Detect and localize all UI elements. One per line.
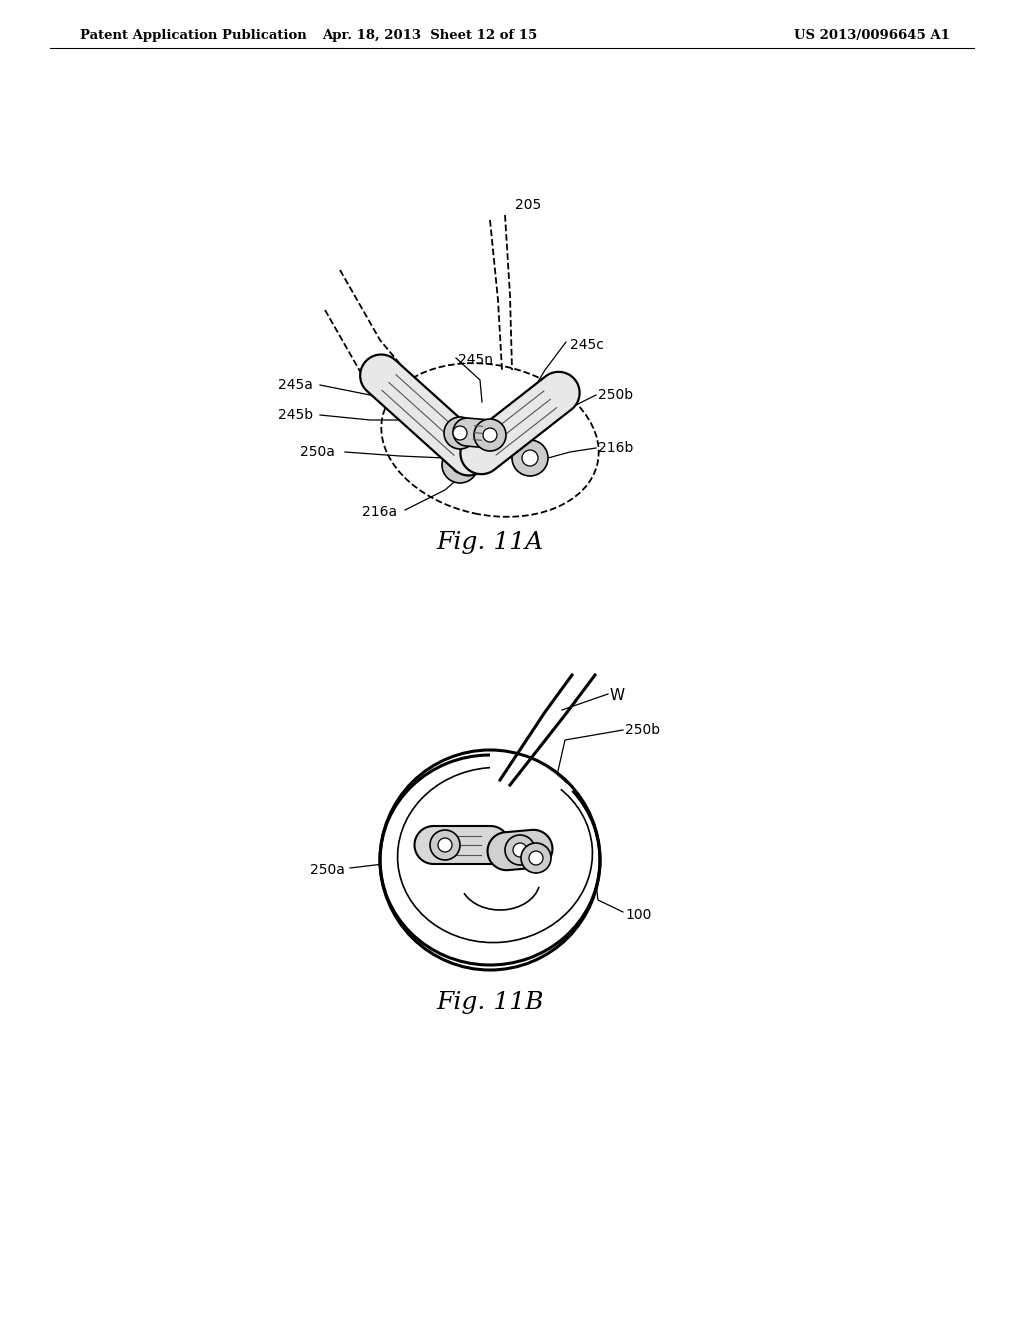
Circle shape <box>442 447 478 483</box>
Text: 245n: 245n <box>458 352 493 367</box>
Circle shape <box>529 851 543 865</box>
Text: 100: 100 <box>625 908 651 921</box>
Text: 250b: 250b <box>598 388 633 403</box>
Ellipse shape <box>381 363 599 517</box>
Wedge shape <box>490 752 566 861</box>
Text: 216a: 216a <box>362 506 397 519</box>
Text: 250a: 250a <box>310 863 345 876</box>
Circle shape <box>452 457 468 473</box>
Text: 250b: 250b <box>625 723 660 737</box>
Polygon shape <box>453 418 503 447</box>
Circle shape <box>512 440 548 477</box>
Circle shape <box>505 836 535 865</box>
Circle shape <box>522 450 538 466</box>
Circle shape <box>521 843 551 873</box>
Text: 216b: 216b <box>598 441 634 455</box>
Text: US 2013/0096645 A1: US 2013/0096645 A1 <box>795 29 950 41</box>
Text: W: W <box>610 688 625 702</box>
Text: 250a: 250a <box>300 445 335 459</box>
Text: Fig. 11B: Fig. 11B <box>436 990 544 1014</box>
Text: 245b: 245b <box>278 408 313 422</box>
Circle shape <box>483 428 497 442</box>
Polygon shape <box>487 830 552 870</box>
Polygon shape <box>415 826 510 865</box>
Text: 245a: 245a <box>278 378 313 392</box>
Ellipse shape <box>397 767 593 942</box>
Circle shape <box>380 750 600 970</box>
Text: Patent Application Publication: Patent Application Publication <box>80 29 307 41</box>
Polygon shape <box>360 355 489 475</box>
Circle shape <box>444 417 476 449</box>
Circle shape <box>453 426 467 440</box>
Circle shape <box>513 843 527 857</box>
Text: Apr. 18, 2013  Sheet 12 of 15: Apr. 18, 2013 Sheet 12 of 15 <box>323 29 538 41</box>
Text: Fig. 11A: Fig. 11A <box>436 531 544 553</box>
Circle shape <box>474 418 506 451</box>
Polygon shape <box>461 372 580 474</box>
Text: 205: 205 <box>515 198 542 213</box>
Text: 245c: 245c <box>570 338 604 352</box>
Circle shape <box>430 830 460 861</box>
Circle shape <box>438 838 452 851</box>
